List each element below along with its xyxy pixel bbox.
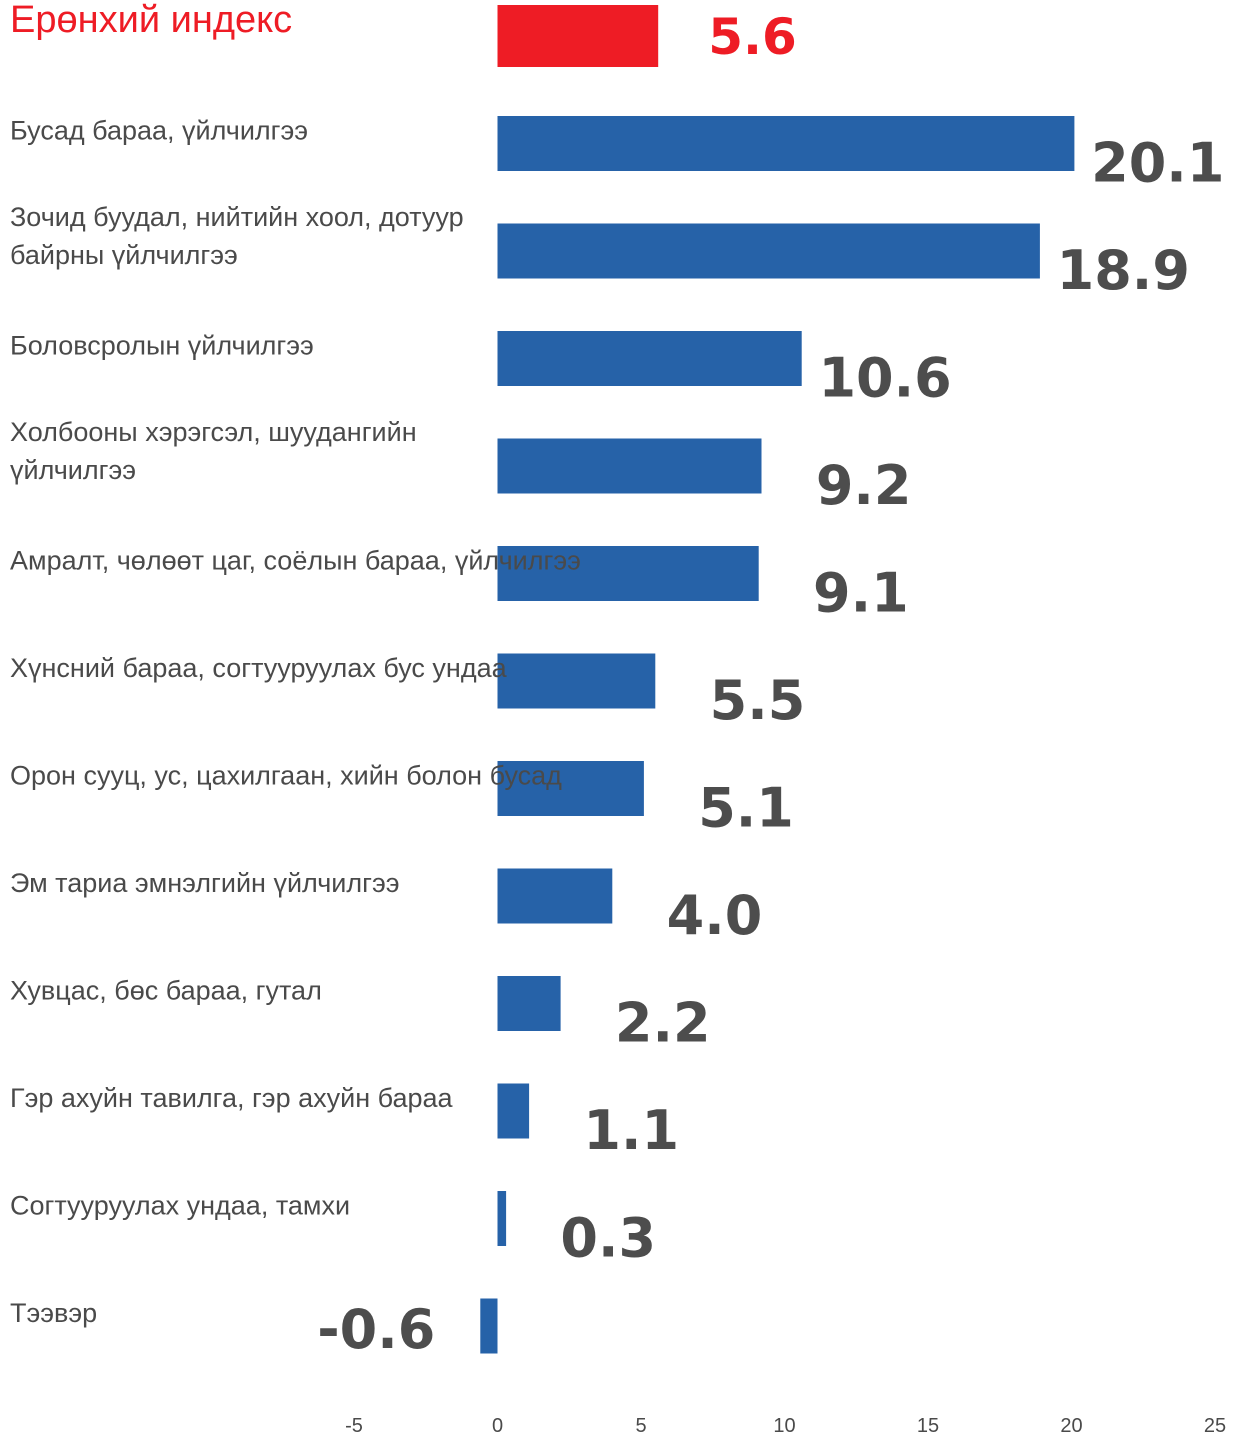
bar-6 [497, 653, 656, 709]
category-label-line: Амралт, чөлөөт цаг, соёлын бараа, үйлчил… [10, 546, 581, 576]
category-label-5: Амралт, чөлөөт цаг, соёлын бараа, үйлчил… [10, 546, 581, 576]
category-label-8: Эм тариа эмнэлгийн үйлчилгээ [10, 868, 400, 898]
category-label-line: Хүнсний бараа, согтууруулах бус ундаа [10, 653, 508, 683]
category-label-line: Эм тариа эмнэлгийн үйлчилгээ [10, 868, 400, 898]
category-label-line: Бусад бараа, үйлчилгээ [10, 116, 308, 146]
category-labels: Ерөнхий индекс Бусад бараа, үйлчилгээ Зочи… [10, 0, 581, 1328]
bars-layer [480, 5, 1075, 1354]
category-label-line: Ерөнхий индекс [10, 0, 292, 41]
value-label-11: 0.3 [560, 1207, 656, 1270]
category-label-line: үйлчилгээ [10, 455, 136, 485]
value-label-3: 10.6 [818, 347, 951, 410]
category-label-4: Холбооны хэрэгсэл, шуудангийн үйлчилгээ [10, 417, 417, 485]
value-label-10: 1.1 [583, 1099, 679, 1162]
category-label-7: Орон сууц, ус, цахилгаан, хийн болон бус… [10, 761, 562, 791]
value-label-8: 4.0 [667, 884, 763, 947]
category-label-line: Орон сууц, ус, цахилгаан, хийн болон бус… [10, 761, 562, 791]
bar-8 [497, 868, 613, 924]
x-tick-label: 15 [917, 1415, 939, 1437]
category-label-line: Тээвэр [10, 1298, 97, 1328]
value-label-6: 5.5 [710, 669, 806, 732]
category-label-line: Хувцас, бөс бараа, гутал [10, 976, 322, 1006]
x-tick-label: -5 [345, 1415, 363, 1437]
value-label-5: 9.1 [813, 562, 909, 625]
category-label-6: Хүнсний бараа, согтууруулах бус ундаа [10, 653, 508, 683]
category-label-2: Зочид буудал, нийтийн хоол, дотуур байрны… [10, 202, 464, 270]
category-label-line: Зочид буудал, нийтийн хоол, дотуур [10, 202, 464, 232]
value-label-0: 5.6 [708, 8, 797, 66]
x-axis-ticks: -5 0 5 10 15 20 25 [345, 1415, 1226, 1437]
bar-10 [497, 1083, 530, 1139]
category-label-line: байрны үйлчилгээ [10, 240, 238, 270]
bar-9 [497, 976, 561, 1031]
bar-3 [497, 331, 802, 386]
bar-7 [497, 761, 644, 816]
x-tick-label: 0 [492, 1415, 503, 1437]
x-tick-label: 5 [635, 1415, 646, 1437]
bar-5 [497, 546, 759, 601]
x-tick-label: 10 [773, 1415, 795, 1437]
category-label-3: Боловсролын үйлчилгээ [10, 331, 314, 361]
category-label-9: Хувцас, бөс бараа, гутал [10, 976, 322, 1006]
bar-0 [497, 5, 659, 67]
value-label-9: 2.2 [615, 992, 711, 1055]
category-label-line: Холбооны хэрэгсэл, шуудангийн [10, 417, 417, 447]
bar-2 [497, 223, 1040, 279]
category-label-line: Боловсролын үйлчилгээ [10, 331, 314, 361]
category-label-line: Согтууруулах ундаа, тамхи [10, 1191, 350, 1221]
category-label-10: Гэр ахуйн тавилга, гэр ахуйн бараа [10, 1083, 454, 1113]
value-label-12: -0.6 [317, 1298, 435, 1361]
category-label-12: Тээвэр [10, 1298, 97, 1328]
value-labels: 5.6 20.1 18.9 10.6 9.2 9.15.5 5.1 4.0 2.2 1.1 0.3 -… [317, 8, 1224, 1361]
value-label-4: 9.2 [816, 454, 912, 517]
category-label-11: Согтууруулах ундаа, тамхи [10, 1191, 350, 1221]
category-label-1: Бусад бараа, үйлчилгээ [10, 116, 308, 146]
bar-1 [497, 116, 1075, 171]
x-tick-label: 20 [1060, 1415, 1082, 1437]
value-label-2: 18.9 [1057, 239, 1190, 302]
bar-4 [497, 438, 762, 494]
category-label-0: Ерөнхий индекс [10, 0, 292, 41]
value-label-1: 20.1 [1091, 132, 1224, 195]
x-tick-label: 25 [1204, 1415, 1226, 1437]
value-label-7: 5.1 [698, 777, 794, 840]
bar-11 [497, 1191, 507, 1246]
category-label-line: Гэр ахуйн тавилга, гэр ахуйн бараа [10, 1083, 454, 1113]
bar-12 [480, 1298, 498, 1354]
